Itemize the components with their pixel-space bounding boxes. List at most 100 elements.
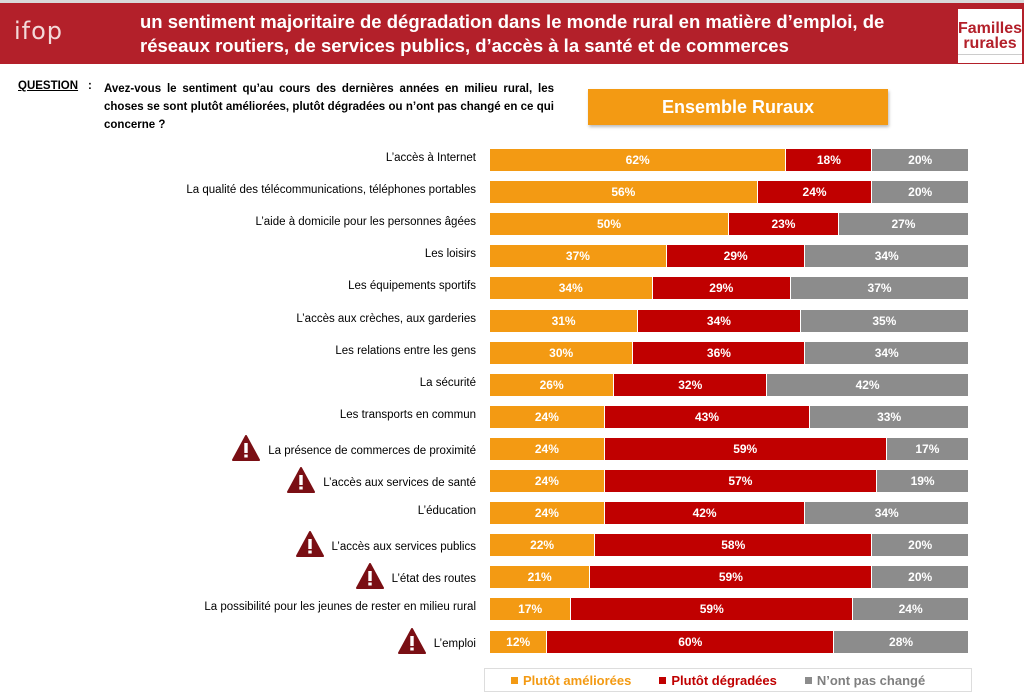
chart-row: Les relations entre les gens 30% 36% 34% [0,341,1024,365]
bar-segment-inchange: 34% [805,341,968,364]
bar-segment-inchange: 37% [791,277,968,300]
chart-row: La qualité des télécommunications, télép… [0,180,1024,204]
warning-icon [397,627,426,654]
stacked-bar: 22% 58% 20% [490,534,968,557]
category-label: L’accès aux crèches, aux garderies [296,313,476,325]
bar-segment-inchange: 19% [877,470,968,492]
category-label: Les transports en commun [340,409,476,421]
bar-segment-degradees: 59% [590,566,873,589]
legend-label: N’ont pas changé [816,672,926,688]
chart-row: L’accès aux services de santé 24% 57% 19% [0,467,1024,493]
bar-segment-ameliorees: 30% [490,341,634,364]
category-label: L’état des routes [355,563,476,590]
legend: Plutôt améliorées Plutôt dégradées N’ont p… [484,668,972,692]
bar-segment-ameliorees: 50% [490,213,729,236]
bar-segment-ameliorees: 24% [490,405,605,428]
stacked-bar: 24% 59% 17% [490,437,968,460]
category-text: Les relations entre les gens [335,344,476,357]
bar-segment-ameliorees: 31% [490,309,639,332]
category-text: L’emploi [433,637,476,650]
bar-segment-ameliorees: 17% [490,598,572,621]
category-label: Les relations entre les gens [335,345,476,357]
familles-rurales-logo: Familles rurales [958,9,1022,63]
stacked-bar: 31% 34% 35% [490,309,968,332]
legend-swatch [511,676,518,684]
legend-item: Plutôt dégradées [659,672,777,688]
category-text: Les équipements sportifs [348,280,476,293]
chart-row: Les transports en commun 24% 43% 33% [0,405,1024,429]
page-title: un sentiment majoritaire de dégradation … [140,11,885,56]
warning-icon [295,531,324,558]
question-colon: : [88,80,92,92]
chart-row: L’emploi 12% 60% 28% [0,627,1024,654]
bar-segment-inchange: 34% [805,502,968,525]
warning-icon [287,467,316,493]
category-text: La possibilité pour les jeunes de rester… [204,601,476,614]
category-label: Les loisirs [425,248,476,260]
category-text: L’accès aux services publics [331,541,476,554]
stacked-bar: 37% 29% 34% [490,245,968,268]
category-text: L’accès à Internet [385,152,476,164]
ifop-logo: ifop [14,17,64,45]
bar-segment-inchange: 20% [872,181,968,204]
question-text: Avez-vous le sentiment qu’au cours des d… [104,83,554,131]
bar-segment-degradees: 36% [633,341,806,364]
chart-row: Les équipements sportifs 34% 29% 37% [0,276,1024,300]
category-text: L’éducation [417,505,476,518]
bar-segment-degradees: 58% [595,534,873,557]
category-text: La qualité des télécommunications, télép… [186,184,476,197]
chart-row: L’éducation 24% 42% 34% [0,501,1024,525]
chart-row: L’accès aux services publics 22% 58% 20% [0,531,1024,558]
bar-segment-degradees: 42% [604,502,806,525]
bar-segment-ameliorees: 56% [490,181,758,204]
bar-segment-inchange: 35% [800,309,968,332]
legend-label: Plutôt dégradées [671,672,777,688]
bar-segment-inchange: 28% [834,630,968,653]
category-label: L’accès aux services de santé [287,467,476,493]
category-text: L’aide à domicile pour les personnes âgé… [255,216,476,229]
chart-row: La sécurité 26% 32% 42% [0,373,1024,397]
bar-segment-inchange: 24% [853,598,968,621]
bar-segment-degradees: 18% [786,149,873,171]
bar-segment-degradees: 23% [729,213,839,236]
bar-segment-ameliorees: 62% [490,149,787,171]
category-text: L’accès aux services de santé [323,477,476,489]
category-label: L’aide à domicile pour les personnes âgé… [255,216,476,228]
bar-segment-degradees: 60% [547,630,835,653]
chart-row: L’accès à Internet 62% 18% 20% [0,148,1024,172]
category-label: La sécurité [420,377,476,389]
category-text: La sécurité [419,376,476,389]
stacked-bar: 56% 24% 20% [490,181,968,204]
bar-segment-inchange: 20% [872,149,968,171]
stacked-bar: 34% 29% 37% [490,277,968,300]
header-banner: ifop un sentiment majoritaire de dégrada… [0,0,1024,64]
category-label: L’emploi [397,627,476,654]
category-label: L’accès à Internet [386,152,476,164]
stacked-bar: 50% 23% 27% [490,213,968,236]
bar-segment-degradees: 32% [614,373,768,396]
chart-title: Ensemble Ruraux [588,89,888,125]
stacked-bar: 30% 36% 34% [490,341,968,364]
stacked-bar: 26% 32% 42% [490,373,968,396]
warning-icon [355,563,384,590]
bar-segment-ameliorees: 21% [490,566,591,589]
category-text: L’accès aux crèches, aux garderies [296,312,476,325]
category-label: La possibilité pour les jeunes de rester… [204,601,476,613]
bar-segment-ameliorees: 24% [490,502,605,525]
stacked-bar: 12% 60% 28% [490,630,968,653]
bar-segment-inchange: 27% [838,213,968,236]
stacked-bar: 21% 59% 20% [490,566,968,589]
stacked-bar: 17% 59% 24% [490,598,968,621]
bar-segment-inchange: 20% [872,566,968,589]
category-text: Les loisirs [424,248,476,261]
chart-row: L’aide à domicile pour les personnes âgé… [0,212,1024,236]
stacked-bar: 24% 42% 34% [490,502,968,525]
category-text: L’état des routes [391,573,476,586]
category-label: Les équipements sportifs [348,280,476,292]
category-label: La qualité des télécommunications, télép… [186,184,476,196]
bar-segment-degradees: 59% [571,598,854,621]
category-text: Les transports en commun [339,408,476,421]
bar-segment-inchange: 33% [810,405,968,428]
bar-segment-degradees: 29% [652,277,792,300]
bar-segment-ameliorees: 26% [490,373,615,396]
